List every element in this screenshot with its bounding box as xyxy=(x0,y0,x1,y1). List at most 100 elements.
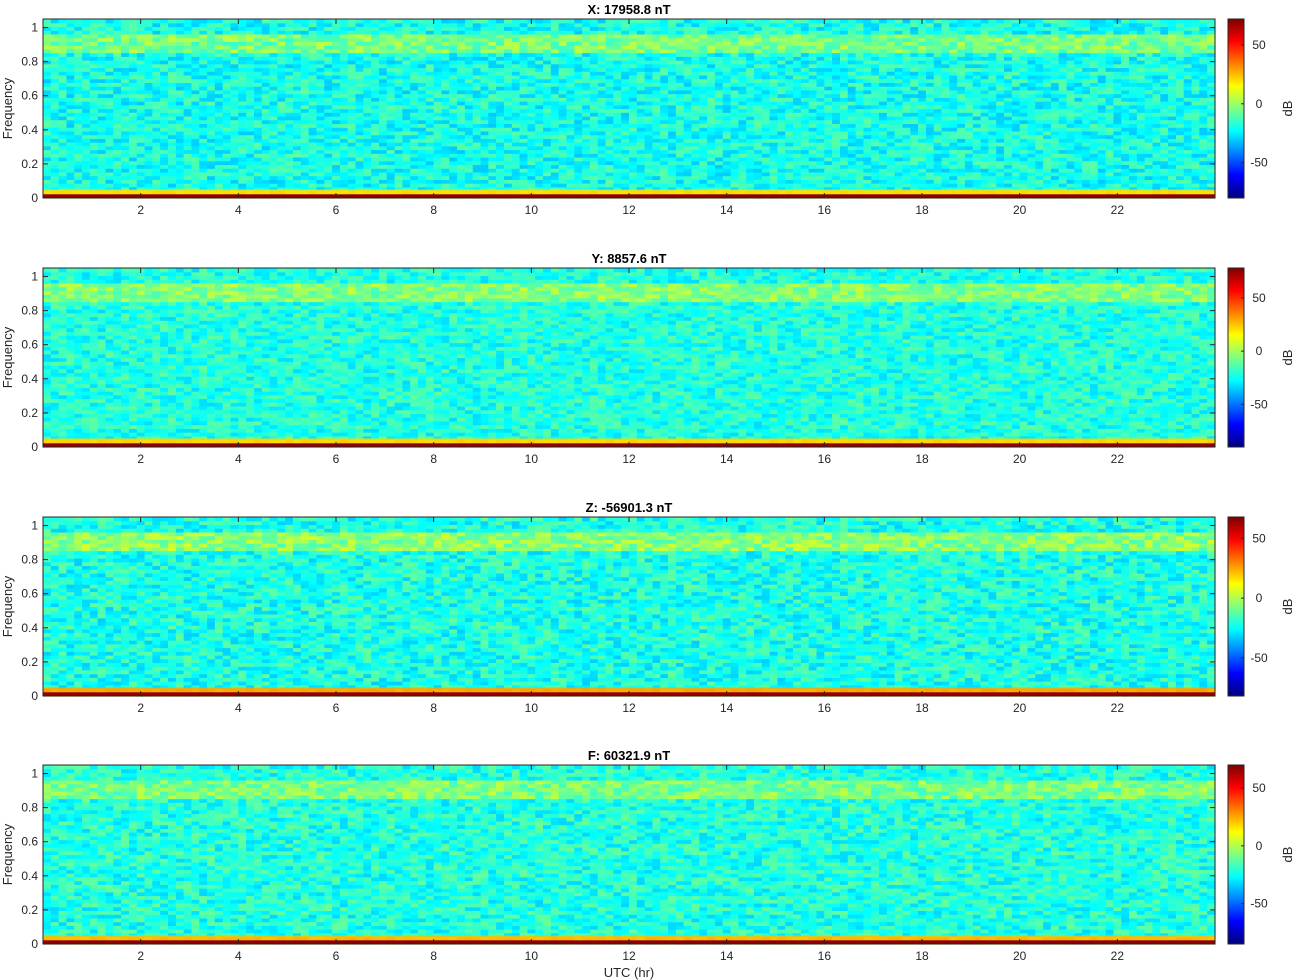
spectrogram-cell xyxy=(356,168,364,172)
spectrogram-cell xyxy=(629,183,637,187)
spectrogram-cell xyxy=(488,23,496,27)
spectrogram-cell xyxy=(582,26,590,30)
spectrogram-cell xyxy=(449,157,457,161)
spectrogram-cell xyxy=(387,161,395,165)
spectrogram-cell xyxy=(160,168,168,172)
spectrogram-cell xyxy=(66,26,74,30)
spectrogram-cell xyxy=(660,94,668,98)
spectrogram-cell xyxy=(137,82,145,86)
spectrogram-cell xyxy=(90,150,98,154)
spectrogram-cell xyxy=(449,168,457,172)
spectrogram-cell xyxy=(191,56,199,60)
spectrogram-cell xyxy=(121,56,129,60)
spectrogram-cell xyxy=(113,101,121,105)
spectrogram-cell xyxy=(535,153,543,157)
spectrogram-cell xyxy=(395,142,403,146)
spectrogram-cell xyxy=(270,109,278,113)
spectrogram-cell xyxy=(559,112,567,116)
spectrogram-cell xyxy=(231,34,239,38)
spectrogram-cell xyxy=(449,67,457,71)
spectrogram-cell xyxy=(574,161,582,165)
spectrogram-cell xyxy=(270,41,278,45)
spectrogram-cell xyxy=(348,30,356,34)
spectrogram-cell xyxy=(551,30,559,34)
spectrogram-cell xyxy=(527,86,535,90)
spectrogram-cell xyxy=(238,123,246,127)
spectrogram-cell xyxy=(238,150,246,154)
spectrogram-cell xyxy=(371,138,379,142)
spectrogram-cell xyxy=(106,38,114,42)
spectrogram-cell xyxy=(559,135,567,139)
spectrogram-cell xyxy=(98,79,106,83)
spectrogram-cell xyxy=(363,82,371,86)
spectrogram-cell xyxy=(629,168,637,172)
spectrogram-cell xyxy=(98,157,106,161)
spectrogram-cell xyxy=(74,172,82,176)
spectrogram-cell xyxy=(566,135,574,139)
spectrogram-cell xyxy=(145,71,153,75)
spectrogram-cell xyxy=(332,90,340,94)
spectrogram-cell xyxy=(629,23,637,27)
spectrogram-cell xyxy=(379,164,387,168)
spectrogram-cell xyxy=(223,19,231,23)
spectrogram-cell xyxy=(652,161,660,165)
spectrogram-cell xyxy=(402,150,410,154)
spectrogram-cell xyxy=(551,172,559,176)
spectrogram-cell xyxy=(246,38,254,42)
spectrogram-cell xyxy=(113,49,121,53)
spectrogram-cell xyxy=(465,45,473,49)
spectrogram-cell xyxy=(520,94,528,98)
spectrogram-cell xyxy=(410,56,418,60)
spectrogram-cell xyxy=(145,64,153,68)
spectrogram-cell xyxy=(309,60,317,64)
spectrogram-cell xyxy=(129,164,137,168)
spectrogram-cell xyxy=(254,75,262,79)
spectrogram-cell xyxy=(637,30,645,34)
spectrogram-cell xyxy=(215,19,223,23)
spectrogram-cell xyxy=(488,105,496,109)
spectrogram-cell xyxy=(606,79,614,83)
spectrogram-cell xyxy=(316,49,324,53)
spectrogram-cell xyxy=(285,161,293,165)
spectrogram-cell xyxy=(316,19,324,23)
spectrogram-cell xyxy=(301,71,309,75)
spectrogram-cell xyxy=(363,127,371,131)
spectrogram-cell xyxy=(82,183,90,187)
spectrogram-cell xyxy=(488,86,496,90)
spectrogram-cell xyxy=(457,67,465,71)
spectrogram-cell xyxy=(356,146,364,150)
spectrogram-cell xyxy=(441,90,449,94)
spectrogram-cell xyxy=(613,176,621,180)
spectrogram-cell xyxy=(316,168,324,172)
spectrogram-cell xyxy=(574,34,582,38)
spectrogram-cell xyxy=(301,109,309,113)
spectrogram-cell xyxy=(520,82,528,86)
spectrogram-cell xyxy=(645,157,653,161)
spectrogram-cell xyxy=(637,23,645,27)
spectrogram-cell xyxy=(363,142,371,146)
spectrogram-cell xyxy=(113,60,121,64)
spectrogram-cell xyxy=(457,112,465,116)
spectrogram-cell xyxy=(434,71,442,75)
spectrogram-cell xyxy=(645,49,653,53)
spectrogram-cell xyxy=(207,157,215,161)
spectrogram-cell xyxy=(387,157,395,161)
spectrogram-cell xyxy=(238,105,246,109)
spectrogram-cell xyxy=(598,49,606,53)
spectrogram-cell xyxy=(59,71,67,75)
spectrogram-cell xyxy=(316,23,324,27)
spectrogram-cell xyxy=(270,97,278,101)
spectrogram-cell xyxy=(129,127,137,131)
spectrogram-cell xyxy=(379,38,387,42)
spectrogram-cell xyxy=(137,38,145,42)
spectrogram-cell xyxy=(598,120,606,124)
spectrogram-cell xyxy=(262,79,270,83)
spectrogram-cell xyxy=(418,179,426,183)
spectrogram-cell xyxy=(504,172,512,176)
spectrogram-cell xyxy=(356,53,364,57)
spectrogram-cell xyxy=(606,135,614,139)
spectrogram-cell xyxy=(129,64,137,68)
spectrogram-cell xyxy=(262,142,270,146)
spectrogram-cell xyxy=(160,75,168,79)
spectrogram-cell xyxy=(184,60,192,64)
